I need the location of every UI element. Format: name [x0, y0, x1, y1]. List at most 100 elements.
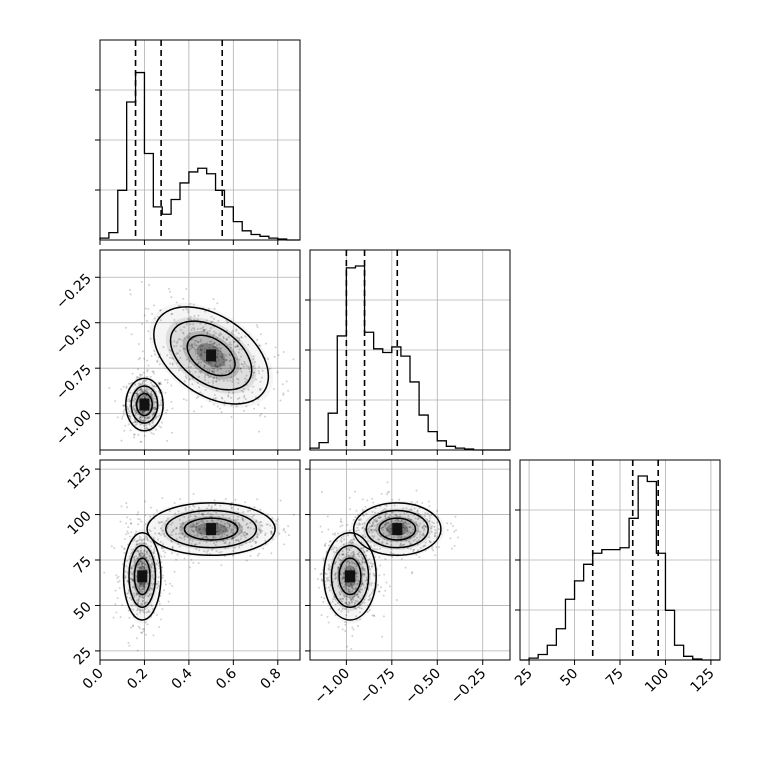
scatter-point [393, 504, 396, 507]
scatter-point [221, 514, 224, 517]
scatter-point [135, 578, 138, 581]
scatter-point [417, 530, 420, 533]
scatter-point [150, 425, 153, 428]
scatter-point [377, 516, 380, 519]
scatter-point [385, 493, 388, 496]
scatter-point [352, 554, 355, 557]
scatter-point [320, 491, 323, 494]
scatter-point [147, 595, 150, 598]
scatter-point [127, 532, 130, 535]
scatter-point [412, 514, 415, 517]
scatter-point [350, 560, 353, 563]
scatter-point [177, 532, 180, 535]
scatter-point [242, 365, 245, 368]
scatter-point [168, 348, 171, 351]
scatter-point [232, 549, 235, 552]
scatter-points [108, 280, 300, 443]
scatter-point [196, 381, 199, 384]
scatter-point [138, 397, 141, 400]
scatter-point [346, 560, 349, 563]
scatter-point [143, 419, 146, 422]
scatter-point [341, 628, 344, 631]
scatter-point [212, 371, 215, 374]
scatter-point [201, 327, 204, 330]
scatter-point [342, 576, 345, 579]
scatter-point [223, 364, 226, 367]
scatter-point [178, 518, 181, 521]
scatter-point [408, 531, 411, 534]
scatter-point [140, 552, 143, 555]
scatter-point [253, 506, 256, 509]
grid [520, 460, 720, 660]
scatter-point [191, 344, 194, 347]
scatter-point [347, 604, 350, 607]
scatter-point [361, 557, 364, 560]
scatter-point [220, 411, 223, 414]
scatter-point [197, 361, 200, 364]
scatter-point [255, 519, 258, 522]
scatter-point [432, 522, 435, 525]
scatter-point [187, 366, 190, 369]
scatter-point [212, 377, 215, 380]
scatter-point [381, 635, 384, 638]
scatter-point [227, 523, 230, 526]
scatter-point [143, 611, 146, 614]
scatter-point [347, 584, 350, 587]
scatter-point [344, 583, 347, 586]
scatter-point [322, 557, 325, 560]
scatter-point [144, 563, 147, 566]
scatter-point [204, 388, 207, 391]
scatter-point [358, 590, 361, 593]
scatter-point [139, 416, 142, 419]
scatter-point [415, 521, 418, 524]
scatter-point [218, 334, 221, 337]
scatter-point [215, 541, 218, 544]
scatter-point [240, 336, 243, 339]
scatter-point [136, 376, 139, 379]
scatter-point [336, 549, 339, 552]
scatter-point [371, 563, 374, 566]
scatter-point [323, 597, 326, 600]
scatter-point [202, 521, 205, 524]
scatter-point [141, 583, 144, 586]
scatter-point [383, 573, 386, 576]
scatter-point [337, 557, 340, 560]
scatter-point [380, 527, 383, 530]
scatter-point [150, 432, 153, 435]
scatter-point [331, 532, 334, 535]
scatter-point [430, 527, 433, 530]
scatter-point [133, 539, 136, 542]
scatter-point [414, 517, 417, 520]
scatter-point [361, 508, 364, 511]
scatter-point [428, 519, 431, 522]
scatter-point [238, 358, 241, 361]
scatter-point [333, 596, 336, 599]
scatter-point [362, 574, 365, 577]
scatter-point [335, 546, 338, 549]
scatter-point [190, 558, 193, 561]
scatter-point [231, 333, 234, 336]
scatter-point [164, 583, 167, 586]
scatter-point [402, 543, 405, 546]
scatter-point [140, 440, 143, 443]
scatter-point [193, 328, 196, 331]
scatter-point [138, 384, 141, 387]
scatter-point [170, 540, 173, 543]
scatter-point [141, 590, 144, 593]
scatter-point [129, 577, 132, 580]
scatter-point [343, 538, 346, 541]
scatter-point [324, 580, 327, 583]
contour-line [165, 509, 258, 549]
scatter-point [158, 382, 161, 385]
scatter-point [362, 569, 365, 572]
scatter-point [122, 404, 125, 407]
scatter-point [217, 518, 220, 521]
scatter-point [222, 361, 225, 364]
scatter-point [140, 538, 143, 541]
scatter-point [203, 359, 206, 362]
scatter-point [334, 573, 337, 576]
scatter-point [138, 566, 141, 569]
scatter-point [380, 542, 383, 545]
scatter-point [377, 583, 380, 586]
scatter-point [383, 523, 386, 526]
